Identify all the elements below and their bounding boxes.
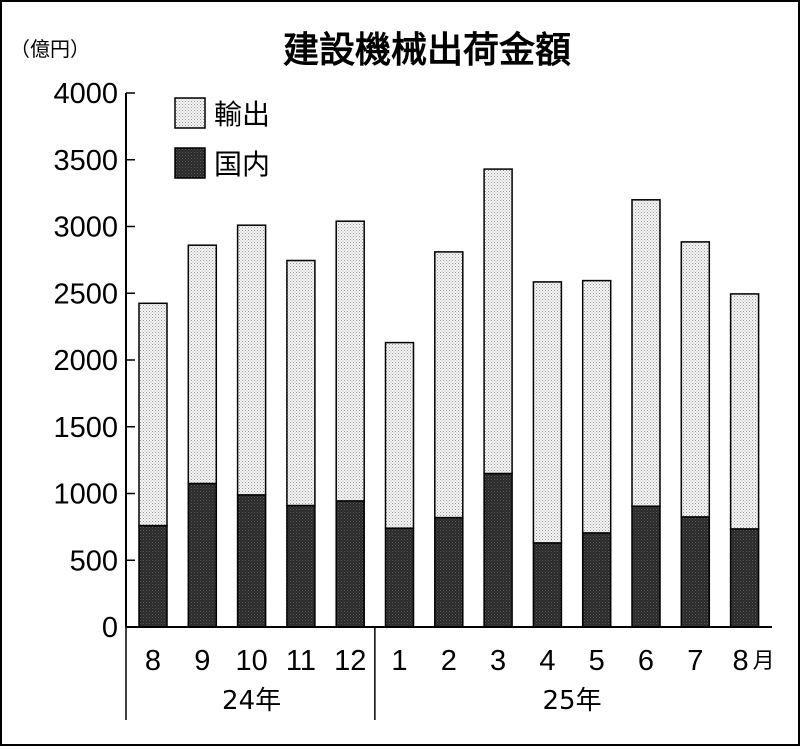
y-unit-label: （億円） bbox=[10, 37, 90, 61]
y-tick-label: 1500 bbox=[53, 412, 118, 444]
bar-segment-domestic bbox=[483, 472, 513, 628]
bar-segment-export bbox=[187, 244, 218, 485]
x-tick-label: 7 bbox=[687, 645, 703, 677]
x-tick-label: 8 bbox=[733, 645, 749, 677]
y-tick-label: 1000 bbox=[53, 479, 118, 511]
bar-segment-domestic bbox=[434, 516, 464, 628]
bar-segment-export bbox=[236, 224, 267, 496]
y-tick-label: 2000 bbox=[53, 345, 118, 377]
year-label: 24年 bbox=[222, 686, 281, 716]
bar-segment-export bbox=[581, 279, 612, 534]
bar-segment-export bbox=[138, 302, 168, 527]
x-tick-label: 11 bbox=[286, 645, 316, 677]
x-tick-label: 5 bbox=[589, 645, 605, 677]
x-tick-label: 1 bbox=[391, 645, 407, 677]
bar-segment-domestic bbox=[187, 482, 218, 628]
bar-segment-domestic bbox=[384, 527, 415, 628]
year-label: 25年 bbox=[543, 686, 602, 716]
legend-label-export: 輸出 bbox=[214, 98, 270, 131]
bar-segment-domestic bbox=[335, 500, 365, 628]
x-tick-label: 3 bbox=[490, 645, 506, 677]
y-tick-label: 4000 bbox=[53, 78, 118, 110]
bar-segment-domestic bbox=[138, 524, 168, 628]
legend-swatch-domestic bbox=[174, 147, 206, 179]
bar-segment-domestic bbox=[631, 505, 661, 628]
bar-segment-export bbox=[335, 220, 365, 502]
y-tick-label: 0 bbox=[102, 612, 118, 644]
y-axis: 0 500 1000 1500 2000 2500 3000 3500 4000 bbox=[53, 78, 135, 644]
bar-segment-domestic bbox=[532, 542, 563, 628]
x-tick-label: 8 bbox=[145, 645, 161, 677]
x-tick-label: 2 bbox=[441, 645, 457, 677]
bar-segment-domestic bbox=[581, 532, 612, 628]
bar-segment-export bbox=[729, 293, 760, 530]
legend-label-domestic: 国内 bbox=[214, 148, 270, 181]
bars bbox=[138, 168, 760, 628]
x-month-suffix: 月 bbox=[753, 649, 775, 674]
x-tick-label: 4 bbox=[539, 645, 555, 677]
y-tick-label: 3000 bbox=[53, 212, 118, 244]
y-tick-label: 2500 bbox=[53, 278, 118, 310]
bar-segment-export bbox=[434, 251, 464, 519]
bar-segment-export bbox=[631, 199, 661, 507]
bar-segment-export bbox=[384, 341, 415, 529]
chart-title: 建設機械出荷金額 bbox=[283, 29, 571, 71]
x-tick-label: 10 bbox=[235, 645, 267, 677]
x-tick-label: 6 bbox=[638, 645, 654, 677]
bar-segment-domestic bbox=[236, 494, 267, 628]
x-tick-label: 9 bbox=[194, 645, 210, 677]
y-tick-label: 3500 bbox=[53, 145, 118, 177]
bar-segment-export bbox=[532, 281, 563, 544]
y-tick-label: 500 bbox=[70, 545, 118, 577]
bar-segment-domestic bbox=[680, 516, 711, 628]
bar-segment-export bbox=[483, 168, 513, 475]
bar-segment-export bbox=[286, 259, 316, 507]
bar-segment-domestic bbox=[729, 528, 760, 628]
bar-segment-domestic bbox=[286, 504, 316, 628]
legend-swatch-export bbox=[174, 97, 206, 129]
x-tick-label: 12 bbox=[334, 645, 366, 677]
legend: 輸出 国内 bbox=[174, 97, 270, 181]
bar-segment-export bbox=[680, 241, 711, 518]
